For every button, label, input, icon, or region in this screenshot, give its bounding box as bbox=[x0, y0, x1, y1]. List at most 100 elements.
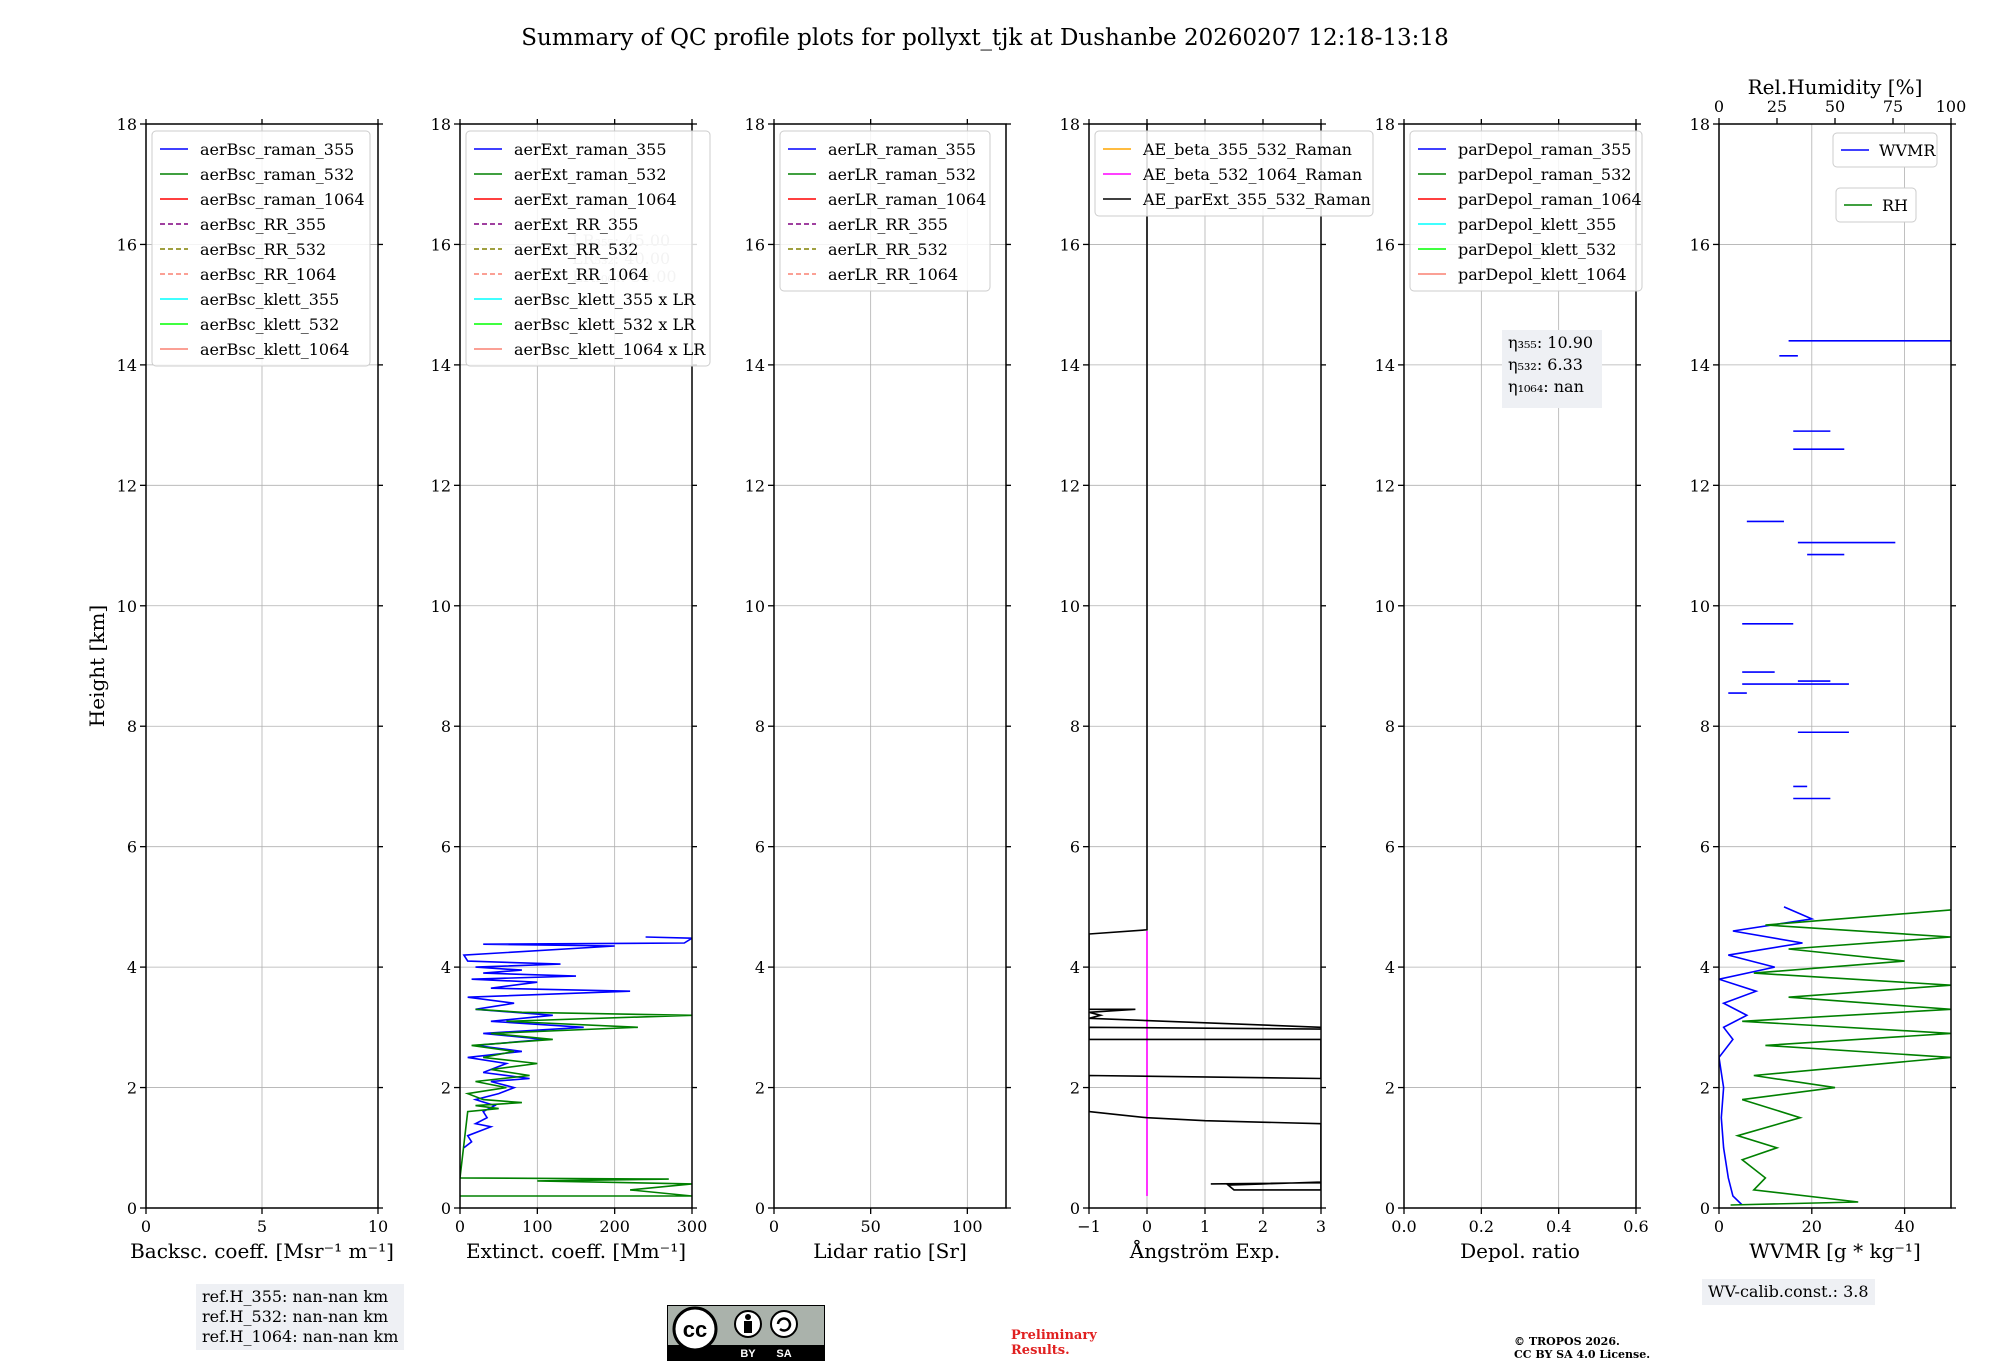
x-tick-label: 300 bbox=[677, 1217, 708, 1236]
series-aerExt_raman_355 bbox=[462, 936, 692, 1149]
y-tick-label: 18 bbox=[117, 115, 137, 134]
x-tick-label: 0 bbox=[455, 1217, 465, 1236]
y-tick-label: 18 bbox=[431, 115, 451, 134]
y-tick-label: 4 bbox=[1700, 958, 1710, 977]
y-tick-label: 16 bbox=[431, 235, 451, 254]
series-WVMR bbox=[1719, 906, 1815, 1206]
x-axis-label: Lidar ratio [Sr] bbox=[813, 1239, 967, 1263]
y-tick-label: 16 bbox=[1060, 235, 1080, 254]
x-tick-label: 0.4 bbox=[1546, 1217, 1571, 1236]
top-x-tick-label: 100 bbox=[1936, 97, 1967, 116]
legend-label: aerBsc_RR_355 bbox=[200, 215, 326, 234]
series-AE_parExt_355_532_Raman bbox=[1089, 124, 1321, 1191]
legend-label: aerExt_RR_1064 bbox=[514, 265, 649, 284]
legend-label: parDepol_raman_1064 bbox=[1458, 190, 1642, 209]
y-tick-label: 14 bbox=[431, 356, 451, 375]
y-tick-label: 10 bbox=[1690, 597, 1710, 616]
share-alike-icon bbox=[770, 1310, 798, 1338]
x-tick-label: 1 bbox=[1200, 1217, 1210, 1236]
legend-label: parDepol_raman_355 bbox=[1458, 140, 1631, 159]
y-tick-label: 14 bbox=[745, 356, 765, 375]
y-tick-label: 10 bbox=[431, 597, 451, 616]
legend-label: WVMR bbox=[1879, 141, 1936, 160]
cc-license-badge: cc BY SA bbox=[667, 1305, 825, 1361]
y-tick-label: 6 bbox=[1385, 838, 1395, 857]
svg-text:BY: BY bbox=[740, 1348, 756, 1360]
y-tick-label: 18 bbox=[1690, 115, 1710, 134]
x-tick-label: 40 bbox=[1894, 1217, 1914, 1236]
y-tick-label: 4 bbox=[1385, 958, 1395, 977]
legend-label: aerExt_RR_355 bbox=[514, 215, 638, 234]
y-tick-label: 14 bbox=[1375, 356, 1395, 375]
y-tick-label: 6 bbox=[1700, 838, 1710, 857]
y-tick-label: 4 bbox=[1070, 958, 1080, 977]
y-tick-label: 8 bbox=[1070, 717, 1080, 736]
y-tick-label: 0 bbox=[441, 1199, 451, 1218]
y-tick-label: 2 bbox=[1070, 1079, 1080, 1098]
legend-label: aerLR_RR_532 bbox=[828, 240, 948, 259]
legend-label: aerBsc_klett_1064 bbox=[200, 340, 349, 359]
y-tick-label: 6 bbox=[441, 838, 451, 857]
y-tick-label: 4 bbox=[441, 958, 451, 977]
y-tick-label: 6 bbox=[755, 838, 765, 857]
y-tick-label: 6 bbox=[127, 838, 137, 857]
legend-label: aerExt_raman_532 bbox=[514, 165, 667, 184]
series-group bbox=[1089, 124, 1321, 1196]
y-tick-label: 2 bbox=[1385, 1079, 1395, 1098]
x-axis-label: WVMR [g * kg⁻¹] bbox=[1749, 1239, 1921, 1263]
y-tick-label: 8 bbox=[1385, 717, 1395, 736]
svg-text:SA: SA bbox=[776, 1348, 791, 1360]
annotation-text: η₅₃₂: 6.33 bbox=[1508, 355, 1583, 374]
legend-label: parDepol_raman_532 bbox=[1458, 165, 1631, 184]
x-tick-label: 50 bbox=[860, 1217, 880, 1236]
x-tick-label: 200 bbox=[599, 1217, 630, 1236]
x-tick-label: 100 bbox=[522, 1217, 553, 1236]
x-tick-label: 0 bbox=[141, 1217, 151, 1236]
axes-frame bbox=[1403, 123, 1637, 1209]
legend-label: aerBsc_klett_1064 x LR bbox=[514, 340, 706, 359]
y-tick-label: 0 bbox=[127, 1199, 137, 1218]
y-tick-label: 8 bbox=[1700, 717, 1710, 736]
y-tick-label: 2 bbox=[755, 1079, 765, 1098]
axes-frame bbox=[1718, 123, 1952, 1209]
y-tick-label: 2 bbox=[441, 1079, 451, 1098]
legend-box bbox=[1835, 187, 1917, 223]
reference-height-box: ref.H_355: nan-nan km ref.H_532: nan-nan… bbox=[196, 1284, 405, 1350]
y-tick-label: 16 bbox=[1690, 235, 1710, 254]
y-tick-label: 12 bbox=[1375, 476, 1395, 495]
x-axis-label: Depol. ratio bbox=[1460, 1239, 1580, 1263]
legend-label: aerExt_raman_355 bbox=[514, 140, 667, 159]
y-tick-label: 2 bbox=[1700, 1079, 1710, 1098]
y-tick-label: 0 bbox=[755, 1199, 765, 1218]
legend-box bbox=[1409, 130, 1643, 292]
legend-label: aerLR_RR_355 bbox=[828, 215, 948, 234]
wv-calibration-box: WV-calib.const.: 3.8 bbox=[1702, 1279, 1875, 1305]
legend-label: aerBsc_raman_1064 bbox=[200, 190, 365, 209]
y-tick-label: 12 bbox=[1060, 476, 1080, 495]
legend-box bbox=[465, 130, 711, 367]
legend-label: aerBsc_raman_355 bbox=[200, 140, 354, 159]
x-axis-label: Backsc. coeff. [Msr⁻¹ m⁻¹] bbox=[130, 1239, 394, 1263]
y-tick-label: 8 bbox=[755, 717, 765, 736]
x-tick-label: 0.2 bbox=[1469, 1217, 1494, 1236]
y-tick-label: 18 bbox=[745, 115, 765, 134]
y-tick-label: 14 bbox=[1690, 356, 1710, 375]
top-x-tick-label: 25 bbox=[1767, 97, 1787, 116]
cc-logo-icon bbox=[672, 1306, 718, 1352]
y-tick-label: 18 bbox=[1375, 115, 1395, 134]
y-tick-label: 10 bbox=[1060, 597, 1080, 616]
series-aerExt_raman_532 bbox=[460, 1008, 692, 1197]
legend-label: aerBsc_klett_532 bbox=[200, 315, 339, 334]
x-tick-label: 0 bbox=[1714, 1217, 1724, 1236]
axes-frame bbox=[773, 123, 1007, 1209]
legend-box bbox=[779, 130, 991, 292]
y-tick-label: 2 bbox=[127, 1079, 137, 1098]
series-RH bbox=[1730, 909, 1951, 1206]
x-axis-label: Extinct. coeff. [Mm⁻¹] bbox=[466, 1239, 686, 1263]
panel-backscatter: 0 2 4 6 8 10 12 14 16 18 0 5 10 Backsc. coeff. [Msr⁻¹… bbox=[117, 115, 394, 1263]
top-x-tick-label: 0 bbox=[1714, 97, 1724, 116]
y-tick-label: 12 bbox=[1690, 476, 1710, 495]
y-tick-label: 4 bbox=[755, 958, 765, 977]
